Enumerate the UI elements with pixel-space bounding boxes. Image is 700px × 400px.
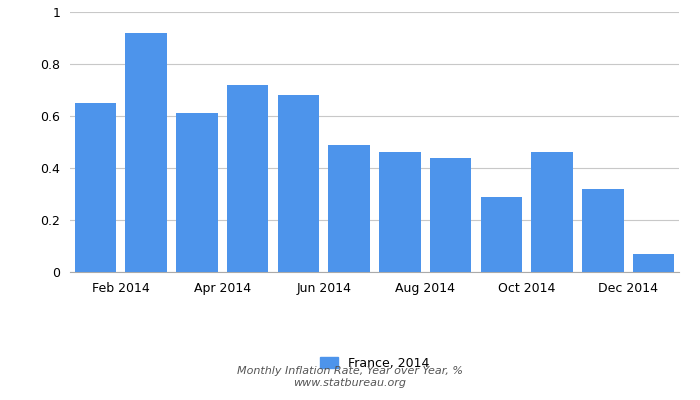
Bar bbox=[227, 85, 268, 272]
Bar bbox=[328, 144, 370, 272]
Bar bbox=[379, 152, 421, 272]
Text: www.statbureau.org: www.statbureau.org bbox=[293, 378, 407, 388]
Bar bbox=[633, 254, 674, 272]
Bar bbox=[582, 189, 624, 272]
Text: Monthly Inflation Rate, Year over Year, %: Monthly Inflation Rate, Year over Year, … bbox=[237, 366, 463, 376]
Bar bbox=[481, 196, 522, 272]
Bar bbox=[278, 95, 319, 272]
Legend: France, 2014: France, 2014 bbox=[315, 352, 434, 375]
Bar bbox=[430, 158, 471, 272]
Bar bbox=[125, 33, 167, 272]
Bar bbox=[75, 103, 116, 272]
Bar bbox=[531, 152, 573, 272]
Bar bbox=[176, 114, 218, 272]
